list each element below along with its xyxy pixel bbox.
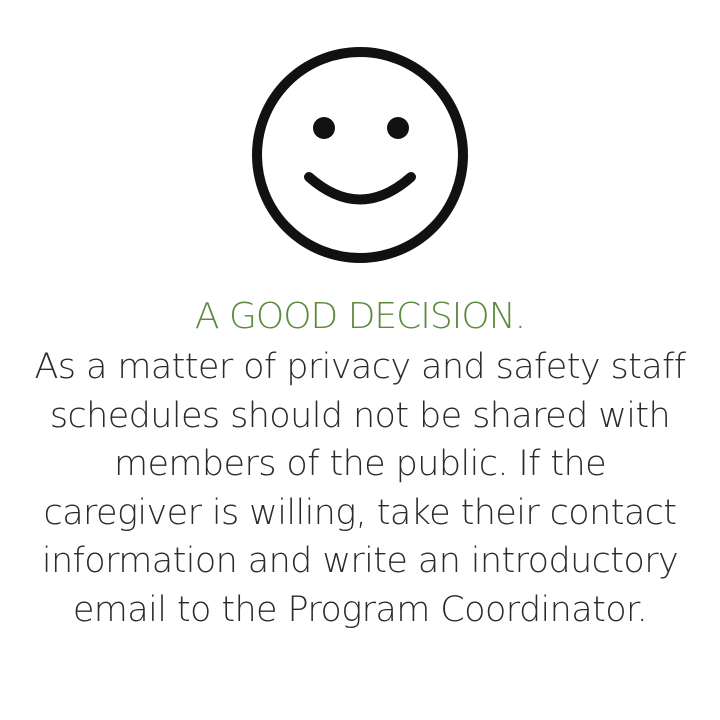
smiley-mouth — [304, 172, 416, 205]
result-explanation: As a matter of privacy and safety staff … — [34, 347, 686, 630]
smiley-outline — [252, 47, 468, 263]
result-heading: A GOOD DECISION. — [194, 296, 526, 337]
smiley-face-icon — [249, 44, 471, 266]
smiley-right-eye — [387, 117, 409, 139]
smiley-left-eye — [313, 117, 335, 139]
